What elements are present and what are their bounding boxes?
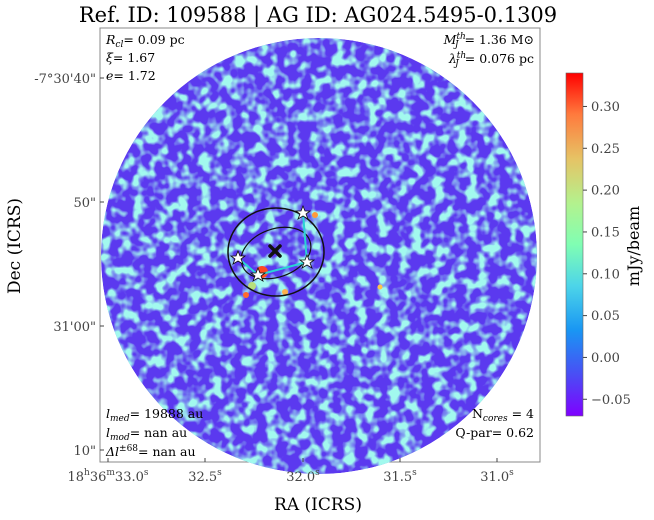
- colorbar-ticks: 0.30 0.25 0.20 0.15 0.10 0.05 0.00 −0.05: [583, 100, 631, 408]
- r-cl-value: = 0.09 pc: [123, 32, 184, 47]
- emission-clump: [243, 212, 383, 298]
- svg-text:Δl±68= nan au: Δl±68= nan au: [105, 444, 196, 459]
- annotation-top-left: Rcl= 0.09 pc ξ= 1.67 e= 1.72: [105, 32, 185, 83]
- colorbar-tick-label: 0.15: [591, 225, 620, 240]
- colorbar-label: mJy/beam: [624, 206, 643, 286]
- e-value: = 1.72: [113, 68, 155, 83]
- mst-edges: [237, 212, 309, 277]
- svg-text:Ncores = 4: Ncores = 4: [472, 406, 534, 424]
- colorbar-tick-label: 0.00: [591, 351, 620, 366]
- svg-text:lmed= 19888 au: lmed= 19888 au: [106, 406, 203, 424]
- colorbar-tick-label: −0.05: [591, 393, 631, 408]
- y-axis: -7°30'40" 50" 31'00" 10": [34, 72, 104, 459]
- mj-value: = 1.36 M⊙: [464, 32, 534, 47]
- core-star-3: [298, 253, 316, 269]
- lambda-value: = 0.076 pc: [465, 51, 534, 66]
- annotation-bottom-right: Ncores = 4 Q-par= 0.62: [455, 406, 534, 440]
- x-axis-label: RA (ICRS): [274, 495, 362, 515]
- x-tick-label: 31.0s: [480, 468, 514, 485]
- colorbar-tick-label: 0.25: [591, 142, 620, 157]
- y-tick-label: 31'00": [53, 320, 96, 335]
- colorbar-tick-label: 0.05: [591, 309, 620, 324]
- clump-ellipse-outer: [227, 207, 325, 297]
- svg-text:ξ= 1.67: ξ= 1.67: [106, 50, 155, 65]
- svg-text:lmod= nan au: lmod= nan au: [106, 425, 187, 443]
- colorbar-tick-label: 0.10: [591, 267, 620, 282]
- core-star-2: [229, 249, 247, 265]
- svg-text:e= 1.72: e= 1.72: [106, 68, 156, 83]
- xi-value: = 1.67: [113, 50, 155, 65]
- colorbar: [565, 72, 584, 417]
- colorbar-tick-label: 0.30: [591, 100, 620, 115]
- clump-ellipse-inner: [240, 226, 312, 280]
- annotation-bottom-left: lmed= 19888 au lmod= nan au Δl±68= nan a…: [105, 406, 203, 459]
- x-tick-label: 32.0s: [286, 468, 320, 485]
- y-tick-label: -7°30'40": [34, 72, 96, 87]
- x-tick-label: 18h36m33.0s: [67, 468, 148, 485]
- clump-center-marker: [268, 244, 282, 258]
- svg-text:Q-par= 0.62: Q-par= 0.62: [455, 425, 534, 440]
- colorbar-tick-label: 0.20: [591, 184, 620, 199]
- core-star-4: [249, 266, 267, 282]
- x-tick-label: 32.5s: [188, 468, 222, 485]
- intensity-map: [101, 38, 537, 474]
- y-tick-label: 10": [73, 444, 96, 459]
- core-star-1: [294, 204, 312, 220]
- plot-title: Ref. ID: 109588 | AG ID: AG024.5495-0.13…: [79, 3, 557, 28]
- core-markers: [229, 204, 316, 282]
- svg-text:Rcl= 0.09 pc: Rcl= 0.09 pc: [105, 32, 185, 50]
- y-axis-label: Dec (ICRS): [5, 198, 25, 294]
- x-tick-label: 31.5s: [383, 468, 417, 485]
- annotation-top-right: Mth J = 1.36 M⊙ λth J = 0.076 pc: [443, 32, 534, 69]
- y-tick-label: 50": [73, 196, 96, 211]
